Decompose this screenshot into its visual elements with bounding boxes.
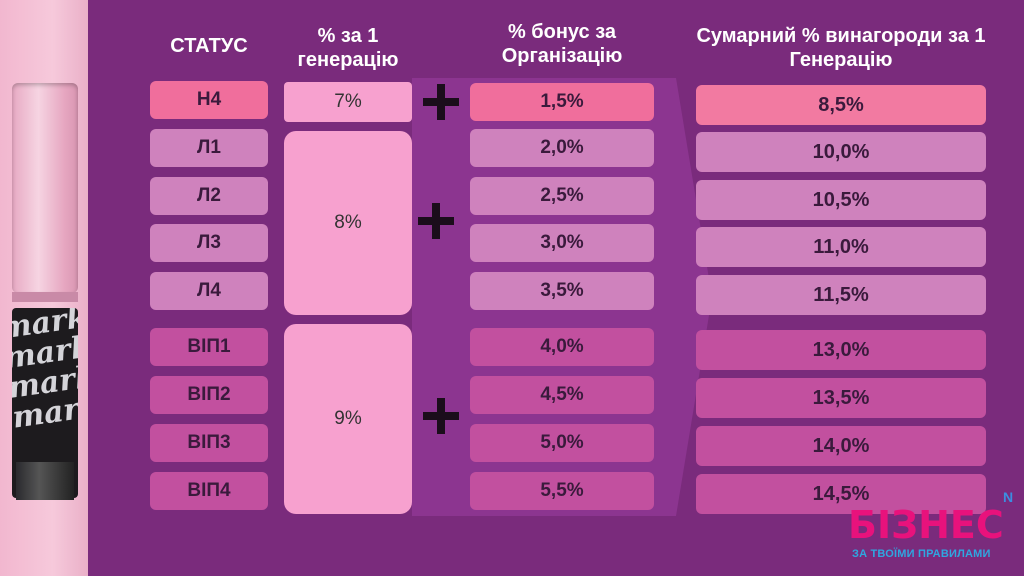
plus-icon [418, 203, 454, 239]
total-cell: 14,5% [696, 474, 986, 514]
lipstick-cap [12, 83, 78, 293]
total-cell: 13,0% [696, 330, 986, 370]
total-cell: 11,0% [696, 227, 986, 267]
bonus-cell: 2,5% [470, 177, 654, 215]
status-cell: ВІП4 [150, 472, 268, 510]
header-per-generation: % за 1 генерацію [297, 25, 399, 71]
header-total-reward: Сумарний % винагороди за 1 Генерацію [696, 25, 986, 71]
total-cell: 13,5% [696, 378, 986, 418]
generation-percent-cell: 8% [284, 131, 412, 315]
bonus-cell: 4,5% [470, 376, 654, 414]
status-cell: Л4 [150, 272, 268, 310]
total-cell: 10,0% [696, 132, 986, 172]
logo-letter: N [1003, 489, 1014, 505]
status-cell: Л2 [150, 177, 268, 215]
bonus-cell: 2,0% [470, 129, 654, 167]
header-status: СТАТУС [170, 35, 248, 57]
bonus-cell: 5,0% [470, 424, 654, 462]
status-cell: Л1 [150, 129, 268, 167]
bonus-cell: 4,0% [470, 328, 654, 366]
plus-icon [423, 84, 459, 120]
plus-icon [423, 398, 459, 434]
logo-wordmark: БІЗНЕС [848, 503, 1004, 547]
lipstick-base [16, 462, 74, 500]
bonus-cell: 3,5% [470, 272, 654, 310]
lipstick-brand-text: mark. mark. mark. mark. [12, 308, 78, 436]
status-cell: Л3 [150, 224, 268, 262]
bonus-cell: 1,5% [470, 83, 654, 121]
total-cell: 11,5% [696, 275, 986, 315]
header-bonus-organization: % бонус за Організацію [501, 21, 623, 67]
generation-percent-cell: 9% [284, 324, 412, 514]
status-cell: ВІП2 [150, 376, 268, 414]
status-cell: ВІП3 [150, 424, 268, 462]
status-cell: ВІП1 [150, 328, 268, 366]
bonus-cell: 5,5% [470, 472, 654, 510]
generation-percent-cell: 7% [284, 82, 412, 122]
lipstick-band [12, 292, 78, 302]
total-cell: 8,5% [696, 85, 986, 125]
total-cell: 10,5% [696, 180, 986, 220]
total-cell: 14,0% [696, 426, 986, 466]
bonus-cell: 3,0% [470, 224, 654, 262]
logo-tagline: ЗА ТВОЇМИ ПРАВИЛАМИ [852, 548, 991, 560]
status-cell: Н4 [150, 81, 268, 119]
